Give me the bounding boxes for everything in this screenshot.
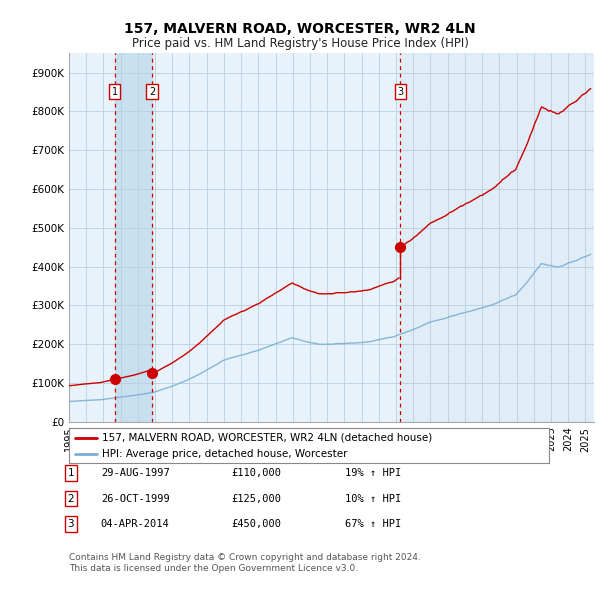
- Text: 67% ↑ HPI: 67% ↑ HPI: [345, 519, 401, 529]
- Text: 29-AUG-1997: 29-AUG-1997: [101, 468, 170, 478]
- Bar: [115, 53, 152, 422]
- Text: 1: 1: [112, 87, 118, 97]
- Text: 3: 3: [67, 519, 74, 529]
- Text: Price paid vs. HM Land Registry's House Price Index (HPI): Price paid vs. HM Land Registry's House …: [131, 37, 469, 50]
- Text: Contains HM Land Registry data © Crown copyright and database right 2024.
This d: Contains HM Land Registry data © Crown c…: [69, 553, 421, 573]
- Text: 2: 2: [67, 494, 74, 503]
- Text: 04-APR-2014: 04-APR-2014: [101, 519, 170, 529]
- Text: HPI: Average price, detached house, Worcester: HPI: Average price, detached house, Worc…: [101, 449, 347, 459]
- Text: 157, MALVERN ROAD, WORCESTER, WR2 4LN (detached house): 157, MALVERN ROAD, WORCESTER, WR2 4LN (d…: [101, 432, 432, 442]
- Text: £125,000: £125,000: [231, 494, 281, 503]
- Text: 157, MALVERN ROAD, WORCESTER, WR2 4LN: 157, MALVERN ROAD, WORCESTER, WR2 4LN: [124, 22, 476, 37]
- Text: 1: 1: [67, 468, 74, 478]
- Text: £450,000: £450,000: [231, 519, 281, 529]
- Text: 19% ↑ HPI: 19% ↑ HPI: [345, 468, 401, 478]
- Text: £110,000: £110,000: [231, 468, 281, 478]
- Text: 26-OCT-1999: 26-OCT-1999: [101, 494, 170, 503]
- Text: 3: 3: [397, 87, 403, 97]
- Text: 2: 2: [149, 87, 155, 97]
- Bar: [400, 53, 594, 422]
- Text: 10% ↑ HPI: 10% ↑ HPI: [345, 494, 401, 503]
